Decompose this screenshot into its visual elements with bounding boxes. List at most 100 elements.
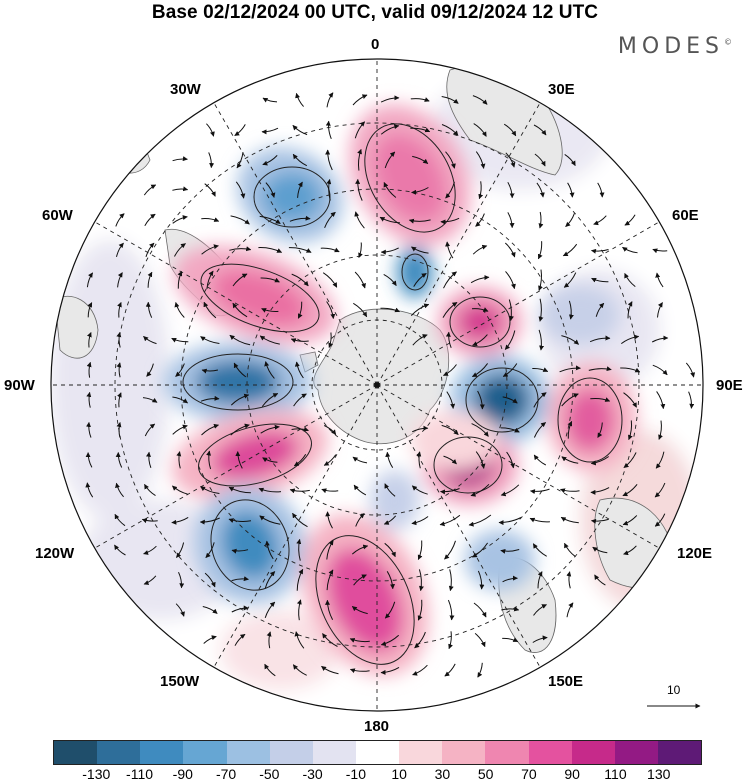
wind-vector — [564, 153, 576, 167]
page-title: Base 02/12/2024 00 UTC, valid 09/12/2024… — [151, 2, 599, 23]
wind-vector — [411, 246, 429, 254]
wind-vector — [201, 217, 220, 222]
wind-vector — [412, 664, 428, 676]
wind-vector — [593, 215, 607, 226]
wind-vector — [597, 422, 603, 438]
wind-vector — [380, 247, 399, 255]
colorbar-tick-label: 110 — [604, 766, 627, 782]
wind-vector — [115, 213, 125, 227]
wind-vector — [296, 538, 302, 561]
wind-vector — [232, 302, 248, 318]
wind-vector — [349, 638, 370, 643]
wind-vector — [355, 513, 365, 527]
wind-vector — [386, 571, 396, 590]
wind-vector — [502, 396, 518, 404]
wind-vector — [685, 362, 696, 378]
wind-vector — [411, 425, 429, 433]
wind-vector — [533, 454, 547, 466]
wind-vector — [533, 124, 547, 136]
wind-vector — [474, 633, 486, 648]
wind-vector — [529, 517, 550, 523]
wind-vector — [655, 451, 665, 469]
wind-vector — [352, 94, 368, 106]
colorbar-swatch — [226, 741, 270, 764]
wind-vector — [595, 302, 605, 317]
wind-vector — [688, 391, 695, 409]
wind-vector — [228, 486, 251, 494]
wind-vector — [385, 451, 394, 468]
lon-label-120w: 120W — [35, 545, 75, 562]
wind-vector — [234, 124, 246, 137]
wind-vector — [87, 302, 93, 318]
wind-vector — [206, 450, 212, 470]
wind-vector — [441, 424, 459, 435]
wind-vector — [502, 363, 518, 377]
colorbar-tick-label: 70 — [521, 766, 537, 782]
wind-vector — [114, 544, 126, 556]
colorbar-tick-label: 90 — [564, 766, 580, 782]
lon-label-120e: 120E — [677, 545, 713, 562]
lon-label-90w: 90W — [4, 377, 35, 394]
wind-vector — [176, 451, 182, 469]
wind-vector — [353, 574, 367, 586]
wind-vector — [505, 152, 516, 168]
wind-vector — [622, 483, 638, 497]
colorbar-swatch — [54, 741, 98, 764]
wind-vector — [175, 603, 185, 617]
wind-vector — [538, 329, 545, 351]
wind-vector — [206, 270, 214, 289]
lon-label-90e: 90E — [716, 377, 743, 394]
wind-vector — [657, 302, 663, 318]
wind-vector — [591, 518, 609, 524]
wind-vector — [264, 540, 274, 560]
wind-vector — [353, 484, 367, 496]
wind-vector — [412, 334, 428, 346]
wind-vector — [471, 363, 489, 378]
wind-vector — [174, 302, 185, 318]
wind-vector — [445, 331, 452, 348]
wind-vector — [265, 182, 276, 198]
wind-vector — [259, 335, 280, 345]
wind-vector — [590, 487, 610, 495]
colorbar-swatch — [312, 741, 356, 764]
colorbar-swatch — [571, 741, 615, 764]
lon-label-150w: 150W — [160, 673, 200, 690]
wind-vector — [294, 361, 304, 379]
wind-vector — [326, 179, 332, 201]
wind-vector — [412, 155, 429, 164]
wind-vector — [231, 576, 249, 582]
wind-vector — [533, 392, 547, 408]
wind-vector — [532, 367, 549, 372]
wind-vector — [380, 307, 400, 313]
wind-vector — [297, 301, 303, 319]
wind-vector — [439, 514, 461, 527]
wind-vector — [261, 308, 279, 313]
wind-vector — [538, 269, 543, 291]
wind-vector — [171, 516, 189, 525]
wind-vector — [321, 488, 339, 494]
wind-vector — [565, 213, 575, 227]
wind-vector — [144, 483, 156, 497]
wind-vector — [475, 451, 486, 469]
wind-vector — [561, 393, 579, 407]
wind-vector — [353, 302, 368, 318]
wind-vector — [208, 152, 215, 169]
colorbar-swatch — [485, 741, 529, 764]
wind-vector — [86, 421, 92, 438]
wind-vector — [141, 518, 158, 524]
wind-vector — [505, 271, 516, 290]
wind-vector — [652, 364, 668, 376]
wind-vector — [264, 601, 276, 619]
wind-vector — [321, 665, 339, 675]
wind-vector — [115, 452, 123, 468]
wind-vector — [441, 124, 459, 136]
wind-vector — [290, 338, 309, 343]
wind-vector — [172, 215, 188, 224]
wind-vector — [652, 248, 668, 254]
wind-vector — [297, 181, 303, 198]
wind-vector — [383, 273, 397, 287]
colorbar — [53, 740, 702, 765]
wind-vector — [171, 337, 189, 343]
wind-vector — [142, 397, 158, 403]
wind-vector — [235, 451, 243, 469]
